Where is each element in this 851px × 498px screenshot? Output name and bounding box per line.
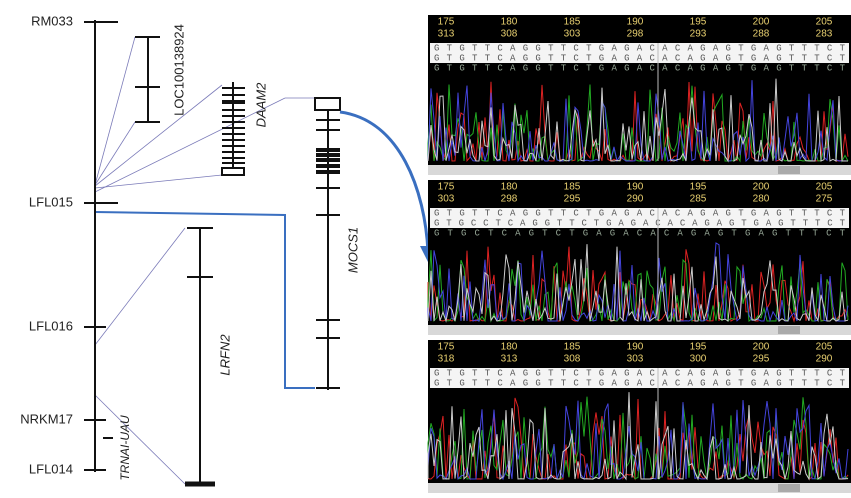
position: 280 <box>753 194 770 205</box>
position: 313 <box>501 354 518 365</box>
position: 190 <box>627 182 644 193</box>
position: 295 <box>564 194 581 205</box>
position: 200 <box>753 182 770 193</box>
position: 288 <box>753 29 770 40</box>
mocs1-connector <box>95 212 315 388</box>
marker: LFL016 <box>29 318 73 333</box>
position: 180 <box>501 182 518 193</box>
labels: RM033 LFL015 LFL016 NRKM17 LFL014 LOC100… <box>20 13 360 480</box>
position: 190 <box>627 342 644 353</box>
position: 318 <box>438 354 455 365</box>
gene-label: LRFN2 <box>217 334 232 376</box>
position: 308 <box>564 354 581 365</box>
position: 195 <box>690 182 707 193</box>
position: 185 <box>564 182 581 193</box>
position: 175 <box>438 17 455 28</box>
position: 180 <box>501 17 518 28</box>
position: 300 <box>690 354 707 365</box>
position: 275 <box>816 194 833 205</box>
position: 205 <box>816 17 833 28</box>
gene-label: LOC100138924 <box>171 24 186 116</box>
position: 298 <box>627 29 644 40</box>
seq-row <box>430 218 849 228</box>
position: 180 <box>501 342 518 353</box>
scroll-thumb <box>778 484 800 492</box>
position: 290 <box>627 194 644 205</box>
position: 283 <box>816 29 833 40</box>
position: 313 <box>438 29 455 40</box>
position: 205 <box>816 342 833 353</box>
gene-label: DAAM2 <box>253 82 268 128</box>
position: 175 <box>438 342 455 353</box>
position: 200 <box>753 342 770 353</box>
position: 200 <box>753 17 770 28</box>
position: 303 <box>438 194 455 205</box>
marker: RM033 <box>31 13 73 28</box>
gene-models <box>135 37 340 484</box>
marker: LFL014 <box>29 461 73 476</box>
position: 303 <box>564 29 581 40</box>
position: 205 <box>816 182 833 193</box>
position: 295 <box>753 354 770 365</box>
position: 290 <box>816 354 833 365</box>
exons <box>222 88 340 388</box>
marker: NRKM17 <box>20 411 73 426</box>
position: 185 <box>564 17 581 28</box>
position: 308 <box>501 29 518 40</box>
scroll-thumb <box>778 166 800 174</box>
position: 195 <box>690 17 707 28</box>
position: 298 <box>501 194 518 205</box>
chromosome <box>84 20 118 472</box>
position: 190 <box>627 17 644 28</box>
marker: LFL015 <box>29 194 73 209</box>
gene-label: TRNAI-UAU <box>118 415 132 481</box>
position: 195 <box>690 342 707 353</box>
chromatograms: 1753131803081853031902981952932002882052… <box>428 15 851 493</box>
position: 175 <box>438 182 455 193</box>
position: 185 <box>564 342 581 353</box>
position: 285 <box>690 194 707 205</box>
figure: RM033 LFL015 LFL016 NRKM17 LFL014 LOC100… <box>0 0 851 493</box>
scroll-thumb <box>778 326 800 334</box>
gene-label: MOCS1 <box>345 227 360 273</box>
position: 293 <box>690 29 707 40</box>
position: 303 <box>627 354 644 365</box>
